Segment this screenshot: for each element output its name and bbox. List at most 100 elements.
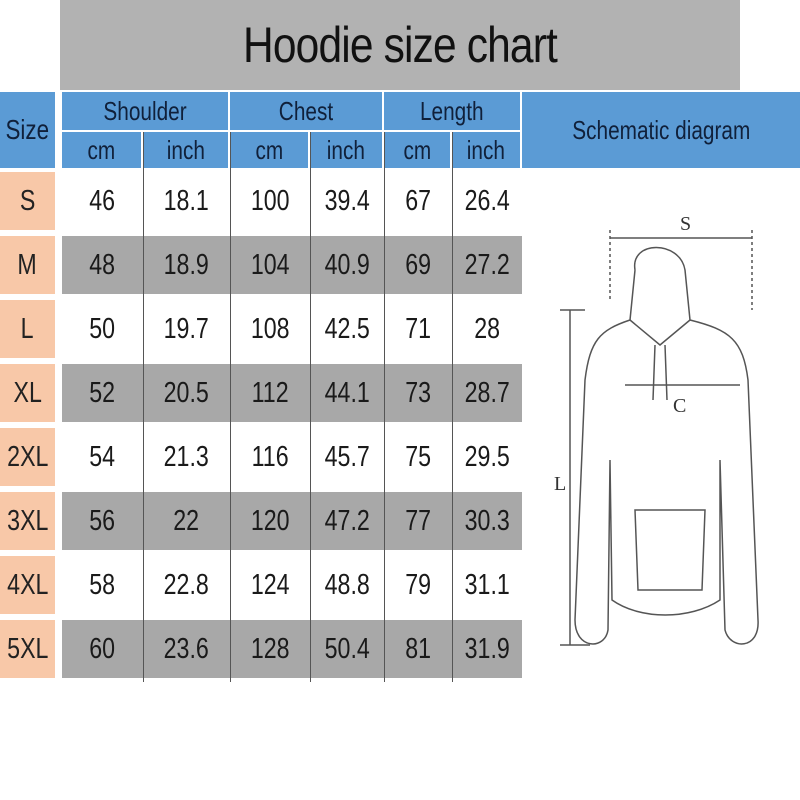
header-schematic-diagram-text: Schematic diagram	[571, 114, 751, 145]
table-cell-text: 48.8	[324, 568, 370, 601]
header-unit: inch	[310, 132, 382, 168]
header-length: Length	[384, 92, 520, 130]
header-unit: inch	[143, 132, 228, 168]
table-cell: 22	[143, 492, 230, 550]
table-cell-text: 116	[251, 440, 289, 473]
table-cell: 31.1	[452, 556, 522, 614]
table-cell: 18.9	[143, 236, 230, 294]
table-cell: 39.4	[310, 172, 384, 230]
table-cell-text: 77	[405, 504, 431, 537]
size-cell: M	[0, 236, 55, 294]
table-cell: 81	[384, 620, 452, 678]
length-label: L	[554, 473, 566, 495]
size-cell-text: 3XL	[6, 504, 49, 537]
table-cell: 44.1	[310, 364, 384, 422]
table-cell-text: 29.5	[464, 440, 510, 473]
header-unit: cm	[62, 132, 141, 168]
table-cell-text: 22	[173, 504, 200, 537]
header-size-text: Size	[5, 114, 50, 145]
size-cell-text: S	[19, 184, 36, 217]
table-cell: 50	[62, 300, 143, 358]
table-cell-text: 69	[405, 248, 431, 281]
table-cell: 46	[62, 172, 143, 230]
table-cell-text: 18.1	[163, 184, 210, 217]
table-cell-text: 100	[250, 184, 290, 217]
table-cell: 100	[230, 172, 310, 230]
table-cell-text: 67	[405, 184, 431, 217]
table-cell-text: 42.5	[324, 312, 370, 345]
table-cell-text: 79	[405, 568, 431, 601]
header-chest-text: Chest	[278, 95, 334, 126]
table-cell: 27.2	[452, 236, 522, 294]
table-cell: 26.4	[452, 172, 522, 230]
table-cell-text: 23.6	[163, 632, 210, 665]
size-cell: 5XL	[0, 620, 55, 678]
table-cell: 47.2	[310, 492, 384, 550]
table-cell-text: 46	[89, 184, 116, 217]
table-cell: 48.8	[310, 556, 384, 614]
table-cell-text: 47.2	[324, 504, 370, 537]
table-cell: 23.6	[143, 620, 230, 678]
header-chest: Chest	[230, 92, 382, 130]
table-cell-text: 48	[89, 248, 116, 281]
table-cell-text: 73	[405, 376, 431, 409]
hoodie-outline	[574, 246, 759, 645]
header-shoulder: Shoulder	[62, 92, 228, 130]
table-cell: 28	[452, 300, 522, 358]
size-cell: XL	[0, 364, 55, 422]
header-unit: cm	[384, 132, 450, 168]
header-unit-text: inch	[166, 134, 205, 165]
table-cell-text: 21.3	[163, 440, 210, 473]
header-unit: cm	[230, 132, 308, 168]
table-cell: 77	[384, 492, 452, 550]
table-cell-text: 44.1	[324, 376, 370, 409]
table-cell: 20.5	[143, 364, 230, 422]
table-cell-text: 58	[89, 568, 116, 601]
table-cell-text: 31.9	[464, 632, 510, 665]
size-cell: 3XL	[0, 492, 55, 550]
table-cell-text: 71	[405, 312, 431, 345]
table-cell-text: 124	[250, 568, 290, 601]
table-cell-text: 18.9	[163, 248, 210, 281]
table-cell: 75	[384, 428, 452, 486]
header-unit-text: cm	[87, 134, 116, 165]
column-divider	[310, 132, 311, 682]
header-size: Size	[0, 92, 55, 168]
size-cell-text: 2XL	[6, 440, 49, 473]
table-cell-text: 40.9	[324, 248, 370, 281]
table-cell: 69	[384, 236, 452, 294]
size-cell: L	[0, 300, 55, 358]
size-cell-text: L	[21, 312, 34, 345]
size-cell-text: M	[17, 248, 38, 281]
table-cell-text: 81	[405, 632, 431, 665]
table-cell: 71	[384, 300, 452, 358]
table-cell: 58	[62, 556, 143, 614]
table-cell-text: 45.7	[324, 440, 370, 473]
table-cell-text: 56	[89, 504, 116, 537]
size-cell: 4XL	[0, 556, 55, 614]
table-cell-text: 27.2	[464, 248, 510, 281]
table-cell-text: 60	[89, 632, 116, 665]
table-cell: 28.7	[452, 364, 522, 422]
table-cell-text: 19.7	[163, 312, 210, 345]
header-unit-text: inch	[466, 134, 506, 165]
column-divider	[452, 132, 453, 682]
table-cell: 29.5	[452, 428, 522, 486]
table-cell: 30.3	[452, 492, 522, 550]
table-cell-text: 28.7	[464, 376, 510, 409]
column-divider	[143, 132, 144, 682]
table-cell: 112	[230, 364, 310, 422]
size-cell-text: XL	[13, 376, 42, 409]
table-cell-text: 112	[251, 376, 289, 409]
table-cell: 128	[230, 620, 310, 678]
column-divider	[384, 132, 385, 682]
table-cell: 108	[230, 300, 310, 358]
table-cell: 56	[62, 492, 143, 550]
table-cell: 116	[230, 428, 310, 486]
table-cell: 73	[384, 364, 452, 422]
table-cell-text: 128	[250, 632, 290, 665]
table-cell-text: 39.4	[324, 184, 370, 217]
table-cell-text: 22.8	[163, 568, 210, 601]
header-unit-text: cm	[255, 134, 283, 165]
table-cell-text: 30.3	[464, 504, 510, 537]
